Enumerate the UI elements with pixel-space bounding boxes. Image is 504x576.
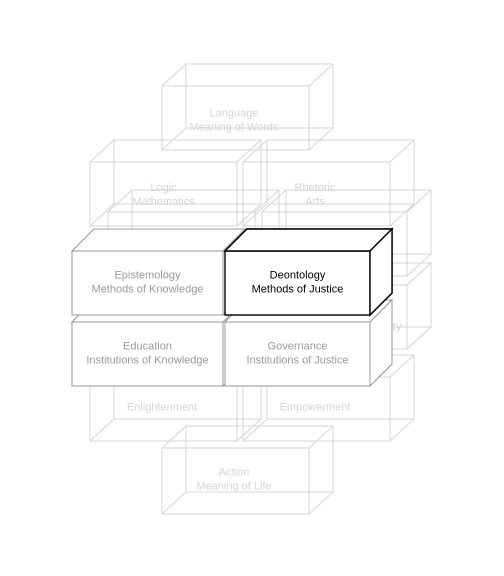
box-edge [236,139,262,163]
epistemology-label-line: Epistemology [114,270,181,282]
box-edge [89,418,115,442]
box-epistemology[interactable]: Epistemology Methods of Knowledge [70,227,247,317]
box-edge [406,262,432,286]
action-label-line: Action [219,467,250,479]
governance-label-line: Governance [268,341,328,353]
epistemology-label-line: Methods of Knowledge [92,284,204,296]
empowerment-label-line: Empowerment [280,401,351,413]
language-label-line: Meaning of Words [189,122,279,134]
box-edge [242,203,268,227]
box-edge [236,203,262,227]
box-back-face [266,139,415,205]
box-logic[interactable]: Logic Mathematics [89,139,262,227]
box-edge [161,63,187,87]
box-side-face [369,298,393,388]
box-front-face [161,447,310,515]
box-edge [406,189,432,213]
box-language[interactable]: Language Meaning of Words [161,63,334,151]
box-edge [308,491,334,515]
box-edge [242,418,268,442]
box-edge [107,189,133,213]
box-edge [389,203,415,227]
education-label-line: Institutions of Knowledge [86,355,208,367]
rhetoric-label-line: Rhetoric [295,182,336,194]
box-edge [161,491,187,515]
action-label-line: Meaning of Life [196,481,271,493]
box-edge [242,139,268,163]
deontology-label-line: Deontology [270,270,326,282]
box-edge [308,127,334,151]
deontology-label-line: Methods of Justice [252,284,344,296]
box-back-face [185,63,334,129]
box-top-face [223,228,394,252]
box-edge [261,189,287,213]
logic-label-line: Logic [150,182,177,194]
box-top-face [70,228,247,252]
language-label-line: Language [210,108,259,120]
box-edge [389,418,415,442]
box-edge [161,425,187,449]
box-edge [308,63,334,87]
box-edge [406,326,432,350]
box-edge [406,253,432,277]
logic-label-line: Mathematics [132,196,195,208]
education-label-line: Education [123,341,172,353]
box-action[interactable]: Action Meaning of Life [161,425,334,515]
box-front-face [161,85,310,151]
box-edge [236,418,262,442]
governance-label-line: Institutions of Justice [246,355,348,367]
enlightenment-label-line: Enlightenment [127,401,197,413]
box-edge [389,354,415,378]
box-front-face [242,161,391,227]
box-front-face [71,250,224,316]
box-edge [89,139,115,163]
box-front-face [89,161,238,227]
box-rhetoric[interactable]: Rhetoric Arts [242,139,415,227]
box-edge [161,127,187,151]
box-edge [389,139,415,163]
box-back-face [113,139,262,205]
box-edge [89,203,115,227]
box-front-face [224,321,371,387]
rhetoric-label-line: Arts [305,196,325,208]
box-front-face [224,250,371,316]
box-deontology[interactable]: Deontology Methods of Justice [223,227,394,317]
box-side-face [369,227,393,317]
box-edge [308,425,334,449]
